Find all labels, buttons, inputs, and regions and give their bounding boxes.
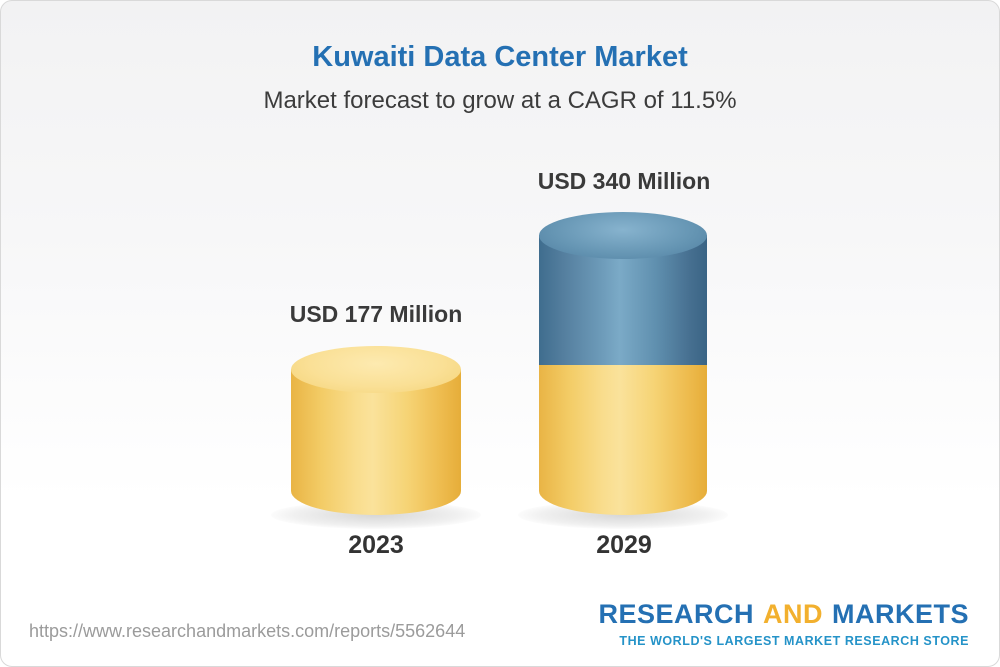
bar-2023-top <box>291 346 461 393</box>
value-label-2023: USD 177 Million <box>289 301 463 327</box>
logo-word-markets: MARKETS <box>832 599 969 629</box>
source-url[interactable]: https://www.researchandmarkets.com/repor… <box>29 621 466 641</box>
value-label-2029: USD 340 Million <box>537 168 711 194</box>
bar-2023-body <box>291 369 461 515</box>
bar-2029-base-segment <box>539 365 707 515</box>
logo-wordmark: RESEARCH AND MARKETS <box>598 599 969 630</box>
chart-title: Kuwaiti Data Center Market <box>312 41 688 73</box>
research-and-markets-logo: RESEARCH AND MARKETS THE WORLD'S LARGEST… <box>598 599 969 648</box>
category-label-2029: 2029 <box>596 531 652 559</box>
category-label-2023: 2023 <box>348 531 404 559</box>
bar-2023 <box>271 346 481 529</box>
bar-2029-top <box>539 212 707 259</box>
bar-2029 <box>518 212 728 529</box>
logo-tagline: THE WORLD'S LARGEST MARKET RESEARCH STOR… <box>619 634 969 648</box>
logo-word-and: AND <box>763 599 823 629</box>
chart-subtitle: Market forecast to grow at a CAGR of 11.… <box>263 87 737 114</box>
logo-word-research: RESEARCH <box>598 599 754 629</box>
